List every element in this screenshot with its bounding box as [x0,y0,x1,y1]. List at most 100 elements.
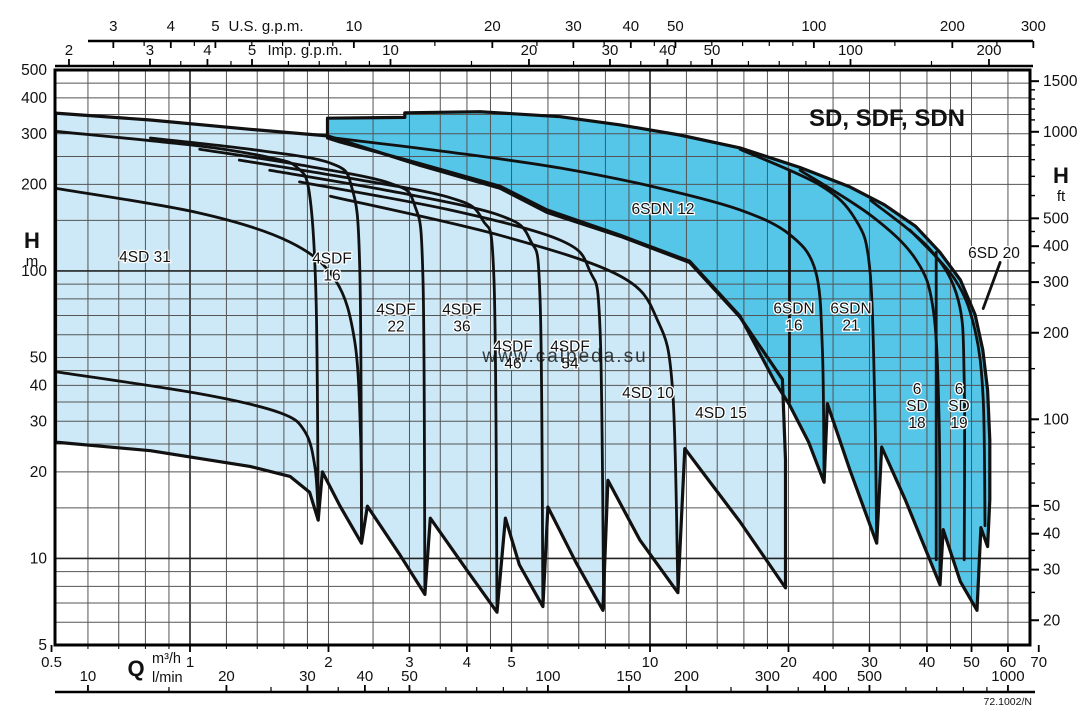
reference-code: 72.1002/N [984,696,1032,708]
model-label-6sd-18: 18 [908,415,925,432]
us-gpm-tick-label: 40 [622,18,639,35]
model-label-6sd-18: 6 [913,381,922,398]
model-label-6sd-20: 6SD 20 [968,245,1020,262]
plot-border [53,68,1032,647]
model-label-6sdn-16: 16 [785,318,802,335]
left-axis-unit: m [26,253,39,270]
m3h-tick-label: 5 [507,654,515,671]
model-label-4sdf-54: 54 [561,356,579,373]
model-label-4sd-10: 4SD 10 [622,385,674,402]
lmin-tick-label: 1000 [991,668,1024,685]
m3h-tick-label: 4 [463,654,471,671]
right-axis-tick-label: 300 [1043,274,1069,291]
4SDF46-upper-limit [268,168,545,605]
model-label-6sdn-16: 6SDN [773,301,814,318]
left-axis-tick-label: 100 [21,263,47,280]
right-axis-tick-label: 1500 [1043,73,1078,90]
m3h-tick-label: 10 [642,654,659,671]
imp-gpm-tick-label: 4 [203,42,211,59]
left-axis-tick-label: 20 [30,464,48,481]
lmin-tick-label: 50 [401,668,418,685]
m3h-tick-label: 60 [1000,654,1017,671]
right-axis-title: H [1053,163,1069,188]
left-axis-tick-label: 30 [30,413,48,430]
left-axis-tick-label: 300 [21,126,47,143]
right-axis-tick-label: 20 [1043,612,1061,629]
right-axis-unit: ft [1057,188,1066,205]
right-axis-tick-label: 400 [1043,238,1069,255]
lmin-tick-label: 400 [812,668,837,685]
4SD31-lower-limit [55,370,320,517]
model-label-6sd-19: 19 [950,415,967,432]
us-gpm-tick-label: 200 [940,18,965,35]
right-axis-tick-label: 500 [1043,210,1069,227]
lmin-tick-label: 150 [616,668,641,685]
left-axis-title: H [24,228,40,253]
us-gpm-tick-label: 5 [211,18,219,35]
m3h-tick-label: 70 [1030,654,1047,671]
m3h-tick-label: 1 [186,654,194,671]
model-label-4sd-31: 4SD 31 [119,249,171,266]
model-label-4sdf-46: 46 [504,356,521,373]
grid [55,70,1030,645]
imp-gpm-tick-label: 5 [248,42,256,59]
right-axis-tick-label: 40 [1043,526,1061,543]
right-axis-tick-label: 50 [1043,498,1061,515]
model-label-6sd-19: 6 [955,381,964,398]
left-axis-tick-label: 400 [21,90,47,107]
model-label-4sdf-16: 16 [323,268,340,285]
model-label-4sdf-46: 4SDF [493,339,533,356]
lmin-tick-label: 200 [674,668,699,685]
m3h-tick-label: 50 [963,654,980,671]
right-axis-tick-label: 100 [1043,411,1069,428]
6SDN21-right-edge [798,168,942,585]
m3h-tick-label: 30 [861,654,878,671]
us-gpm-tick-label: 4 [167,18,175,35]
model-label-4sdf-54: 4SDF [550,339,590,356]
us-gpm-tick-label: 20 [484,18,501,35]
left-axis-tick-label: 200 [21,176,47,193]
us-gpm-tick-label: 10 [346,18,363,35]
model-label-6sdn-21: 6SDN [830,301,871,318]
axes: 50040030020010050403020105Hm150010005004… [21,18,1078,694]
6SDN16-right-edge [738,147,879,544]
model-labels: 4SD 31 4SDF164SDF224SDF364SDF464SDF546SDN… [118,200,1022,434]
model-label-4sdf-36: 4SDF [442,302,482,319]
model-label-4sdf-22: 4SDF [376,302,416,319]
left-axis-tick-label: 40 [30,377,48,394]
q-axis-unit-lmin: l/min [152,670,183,686]
imp-gpm-axis-caption: Imp. g.p.m. [267,42,342,59]
lmin-tick-label: 30 [299,668,316,685]
left-axis-tick-label: 50 [30,350,48,367]
m3h-tick-label: 2 [324,654,332,671]
q-axis-unit-m3h: m³/h [152,651,181,667]
4SDF16-upper-limit [149,136,363,543]
us-gpm-tick-label: 100 [801,18,826,35]
4SDF54-upper-limit [298,180,606,610]
imp-gpm-tick-label: 3 [146,42,154,59]
chart-title: SD, SDF, SDN [809,105,965,132]
left-axis-tick-label: 500 [21,62,47,79]
6SD19-right-edge [908,228,987,528]
lmin-tick-label: 20 [218,668,235,685]
watermark: www.calpeda.su [481,346,647,367]
model-label-4sdf-22: 22 [387,319,404,336]
4SDF16-lower-limit [55,186,363,543]
model-label-4sd-15: 4SD 15 [695,405,747,422]
lmin-tick-label: 500 [857,668,882,685]
us-gpm-tick-label: 50 [667,18,684,35]
right-axis-tick-label: 30 [1043,562,1061,579]
4SD10-upper-limit [329,194,680,591]
imp-gpm-tick-label: 30 [602,42,619,59]
imp-gpm-tick-label: 2 [65,42,73,59]
model-label-6sd-19: SD [948,398,970,415]
m3h-tick-label: 40 [919,654,936,671]
6-inch-series-union-outline [325,110,992,612]
q-axis-title: Q [127,656,144,681]
m3h-tick-label: 20 [780,654,797,671]
m3h-tick-label: 3 [405,654,413,671]
6-inch-series-union-fill [327,111,990,611]
pump-curves [55,110,1002,614]
model-label-6sdn-21: 21 [842,318,859,335]
imp-gpm-tick-label: 50 [704,42,721,59]
